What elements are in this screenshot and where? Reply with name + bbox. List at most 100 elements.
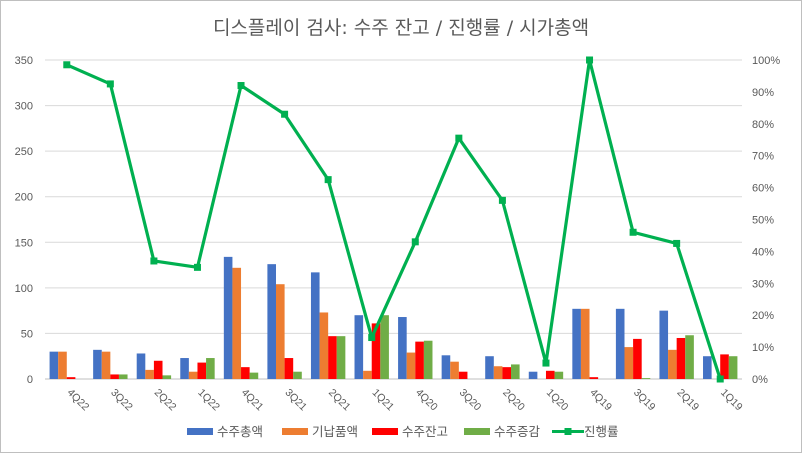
bar [380,315,389,379]
bar [423,340,433,379]
bar [493,366,503,379]
bar [580,308,590,379]
legend-swatch [187,428,213,435]
y2-tick-label: 60% [752,183,774,195]
bar [249,372,259,379]
bar [668,349,677,379]
bar [310,272,320,379]
bar [363,370,372,379]
x-tick-label: 3Q22 [108,387,135,414]
legend-label: 진행률 [584,424,619,439]
x-tick-label: 1Q20 [544,387,571,414]
bar [485,356,494,379]
y2-tick-label: 20% [752,310,774,322]
progress-line [66,58,722,380]
x-tick-label: 3Q21 [282,387,309,414]
progress-point [673,239,681,247]
progress-point [411,238,419,246]
progress-point [106,80,114,88]
y-tick-label: 300 [15,101,33,113]
y-tick-label: 50 [21,328,33,340]
progress-point [150,257,158,265]
x-tick-label: 1Q22 [195,387,222,414]
legend-swatch [464,428,490,435]
bar [284,358,294,379]
legend-label: 수주잔고 [402,425,448,439]
legend-swatch [372,428,398,435]
bar [188,371,198,379]
x-tick-label: 2Q22 [152,387,179,414]
bar [223,256,233,379]
bar [659,310,669,379]
x-tick-label: 4Q20 [413,387,440,414]
bar [275,284,285,379]
progress-point [542,359,550,367]
y2-tick-label: 30% [752,278,774,290]
progress-point [63,61,71,69]
bar [328,336,337,379]
progress-point [237,82,245,90]
bar [676,337,686,379]
y-tick-label: 250 [15,146,33,158]
progress-point [586,56,594,64]
x-tick-label: 1Q19 [718,387,745,414]
legend-label: 수주총액 [217,425,263,439]
progress-point [455,134,463,142]
bar [458,371,468,379]
y2-tick-label: 0% [752,374,768,386]
bar [110,374,119,379]
y-tick-label: 350 [15,55,33,67]
bar [554,371,564,379]
y-tick-label: 200 [15,192,33,204]
legend-label: 수주증감 [494,425,541,439]
x-tick-label: 3Q19 [631,387,658,414]
legend-layer: 수주총액 기납품액 수주잔고 수주증감 진행률 [187,424,619,439]
bar [162,375,172,379]
progress-point [498,196,506,204]
bar [319,312,329,379]
x-tick-label: 4Q21 [239,387,266,414]
bar [336,336,346,379]
bar [615,308,625,379]
bar [641,378,651,379]
bar [118,374,128,379]
bar [441,355,451,379]
bar [685,335,694,379]
x-tick-label: 2Q19 [675,387,702,414]
bar [267,264,276,379]
bar [415,341,424,379]
legend-swatch [282,428,308,435]
y-tick-label: 100 [15,283,33,295]
bar [398,317,407,379]
legend-marker [564,428,572,435]
bar [572,308,581,379]
bar [720,354,729,379]
bar [450,361,459,379]
bar [232,267,242,379]
legend-label: 기납품액 [312,425,358,439]
progress-point [629,228,637,236]
bar [589,377,599,379]
bar [545,370,555,379]
bar [180,358,189,379]
bar [197,362,207,379]
progress-point [324,176,332,184]
bar [145,369,154,379]
x-tick-label: 2Q20 [500,387,527,414]
bar [371,323,381,379]
y2-tick-label: 10% [752,342,774,354]
bar [624,347,634,379]
bar [49,351,59,379]
bar [206,358,215,379]
y2-tick-label: 100% [752,55,780,67]
bar [633,338,642,379]
line-layer [63,56,724,383]
progress-point [716,375,724,383]
grid-layer [45,59,742,380]
bar [703,356,712,379]
bar [153,360,163,379]
y2-tick-label: 40% [752,246,774,258]
bar [58,351,67,379]
